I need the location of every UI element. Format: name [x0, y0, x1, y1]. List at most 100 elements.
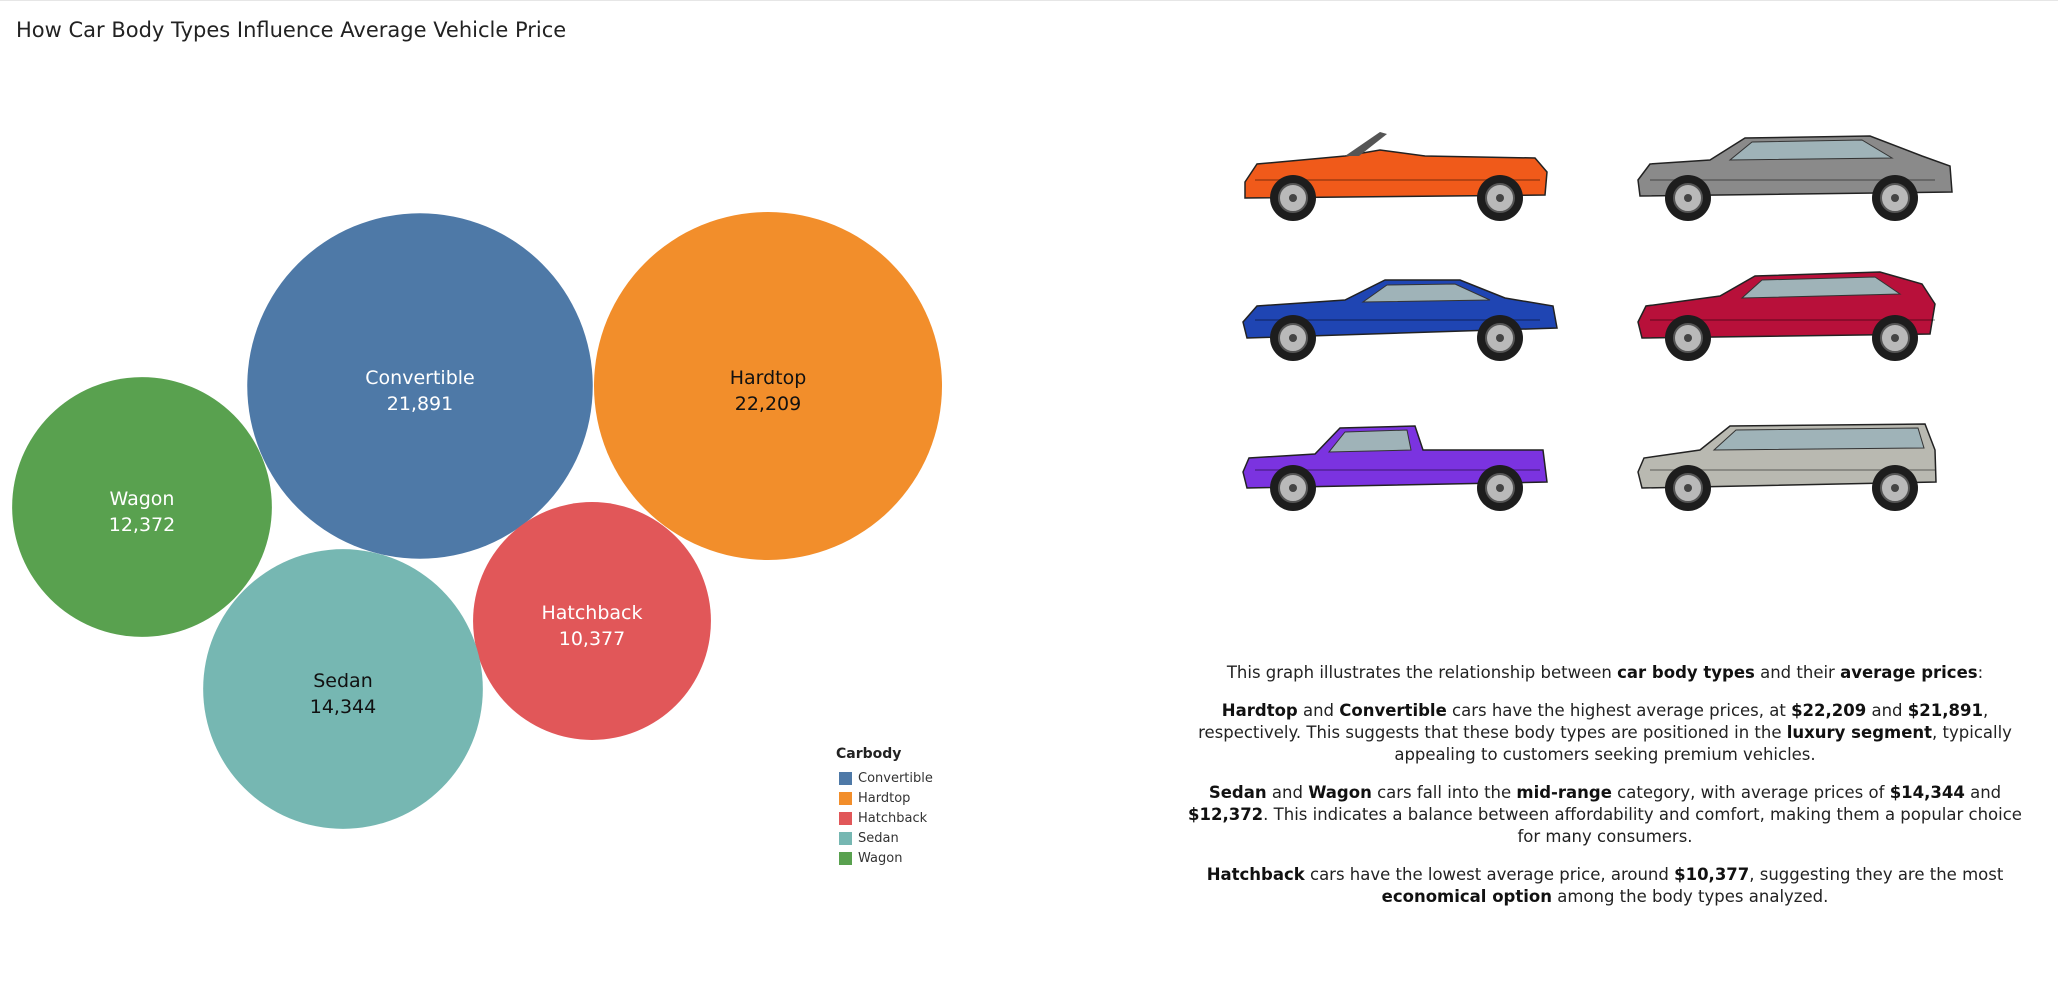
body-text: This graph illustrates the relationship …: [1226, 663, 1618, 682]
legend-item-wagon[interactable]: Wagon: [836, 848, 933, 868]
bubble-convertible-label: Convertible: [365, 367, 474, 389]
wheel-hub-0: [1684, 334, 1692, 342]
bubble-wagon-circle[interactable]: [12, 377, 272, 637]
bubble-hardtop-circle[interactable]: [594, 212, 942, 560]
wheel-hub-1: [1496, 334, 1504, 342]
legend-label: Sedan: [858, 830, 899, 846]
legend-swatch: [839, 831, 852, 845]
legend-label: Hatchback: [858, 810, 928, 826]
body-text: . This indicates a balance between affor…: [1263, 805, 2022, 846]
bubble-sedan-circle[interactable]: [203, 549, 483, 829]
legend-item-convertible[interactable]: Convertible: [836, 768, 933, 788]
hatchback-window: [1740, 276, 1902, 299]
hatchback-car-image: [1637, 271, 1936, 361]
emphasis-text: average prices: [1840, 663, 1978, 682]
pickup-body: [1242, 425, 1548, 489]
wheel-hub-0: [1684, 484, 1692, 492]
description-paragraphs: Hardtop and Convertible cars have the hi…: [1180, 700, 2030, 908]
bubble-hatchback-circle[interactable]: [473, 502, 711, 740]
body-text: cars fall into the: [1371, 783, 1517, 802]
bubble-hardtop[interactable]: Hardtop 22,209: [594, 212, 942, 560]
bubble-chart: Convertible 21,891 Hardtop 22,209 Hatchback 1…: [12, 212, 942, 829]
emphasis-text: Hatchback: [1206, 865, 1305, 884]
legend-label: Convertible: [858, 770, 933, 786]
pickup-window: [1327, 429, 1412, 453]
body-text: :: [1977, 663, 1984, 682]
wheel-hub-1: [1496, 194, 1504, 202]
body-text: among the body types analyzed.: [1551, 887, 1829, 906]
car-illustrations: [1242, 132, 1953, 511]
emphasis-text: $22,209: [1791, 701, 1867, 720]
wheel-hub-0: [1684, 194, 1692, 202]
convertible-car-image: [1244, 132, 1548, 221]
bubble-wagon-label: Wagon: [110, 488, 175, 510]
bubble-wagon-value: 12,372: [109, 514, 175, 536]
legend-label: Hardtop: [858, 790, 911, 806]
wheel-hub-0: [1289, 484, 1297, 492]
legend-swatch: [839, 811, 852, 825]
wagon-window: [1712, 427, 1925, 451]
bubble-convertible[interactable]: Convertible 21,891: [247, 213, 593, 559]
legend-items: Convertible Hardtop Hatchback Sedan Wagon: [836, 768, 933, 868]
legend-item-hatchback[interactable]: Hatchback: [836, 808, 933, 828]
wheel-hub-1: [1496, 484, 1504, 492]
emphasis-text: Convertible: [1339, 701, 1447, 720]
description-paragraph: Hatchback cars have the lowest average p…: [1180, 864, 2030, 908]
legend: Carbody Convertible Hardtop Hatchback Sedan…: [836, 746, 933, 868]
emphasis-text: $10,377: [1674, 865, 1750, 884]
emphasis-text: Wagon: [1308, 783, 1372, 802]
pickup-car-image: [1242, 425, 1548, 511]
description-intro: This graph illustrates the relationship …: [1180, 662, 2030, 684]
body-text: cars have the lowest average price, arou…: [1304, 865, 1675, 884]
body-text: , typically appealing to customers seeki…: [1394, 723, 2012, 764]
bubble-hatchback[interactable]: Hatchback 10,377: [473, 502, 711, 740]
emphasis-text: luxury segment: [1786, 723, 1933, 742]
top-rule: [0, 0, 2058, 1]
body-text: and: [1266, 783, 1309, 802]
bubble-sedan-value: 14,344: [310, 696, 376, 718]
wheel-hub-0: [1289, 334, 1297, 342]
sedan-window: [1728, 139, 1894, 161]
legend-item-sedan[interactable]: Sedan: [836, 828, 933, 848]
wheel-hub-1: [1891, 484, 1899, 492]
emphasis-text: car body types: [1617, 663, 1755, 682]
bubble-hatchback-label: Hatchback: [541, 602, 642, 624]
legend-swatch: [839, 791, 852, 805]
bubble-sedan[interactable]: Sedan 14,344: [203, 549, 483, 829]
emphasis-text: economical option: [1381, 887, 1552, 906]
body-text: category, with average prices of: [1611, 783, 1890, 802]
bubble-hardtop-value: 22,209: [735, 393, 801, 415]
legend-swatch: [839, 771, 852, 785]
bubble-wagon[interactable]: Wagon 12,372: [12, 377, 272, 637]
emphasis-text: Sedan: [1208, 783, 1267, 802]
body-text: , suggesting they are the most: [1749, 865, 2004, 884]
legend-label: Wagon: [858, 850, 903, 866]
description-text: This graph illustrates the relationship …: [1180, 662, 2030, 924]
coupe-window: [1361, 283, 1491, 303]
bubble-convertible-value: 21,891: [387, 393, 453, 415]
coupe-car-image: [1242, 279, 1558, 361]
sedan-car-image: [1637, 135, 1953, 221]
emphasis-text: $21,891: [1907, 701, 1983, 720]
description-paragraph: Hardtop and Convertible cars have the hi…: [1180, 700, 2030, 766]
emphasis-text: mid-range: [1516, 783, 1612, 802]
wagon-car-image: [1637, 423, 1937, 511]
legend-swatch: [839, 851, 852, 865]
emphasis-text: $14,344: [1889, 783, 1965, 802]
convertible-windshield: [1345, 132, 1387, 156]
body-text: and: [1297, 701, 1340, 720]
emphasis-text: Hardtop: [1221, 701, 1298, 720]
description-paragraph: Sedan and Wagon cars fall into the mid-r…: [1180, 782, 2030, 848]
bubble-hardtop-label: Hardtop: [730, 367, 807, 389]
emphasis-text: $12,372: [1188, 805, 1264, 824]
body-text: and: [1866, 701, 1908, 720]
body-text: and their: [1754, 663, 1841, 682]
legend-item-hardtop[interactable]: Hardtop: [836, 788, 933, 808]
convertible-body: [1244, 149, 1548, 199]
wheel-hub-1: [1891, 194, 1899, 202]
body-text: and: [1964, 783, 2002, 802]
legend-title: Carbody: [836, 746, 902, 762]
dashboard-title: How Car Body Types Influence Average Veh…: [16, 18, 567, 42]
bubble-convertible-circle[interactable]: [247, 213, 593, 559]
body-text: cars have the highest average prices, at: [1446, 701, 1792, 720]
